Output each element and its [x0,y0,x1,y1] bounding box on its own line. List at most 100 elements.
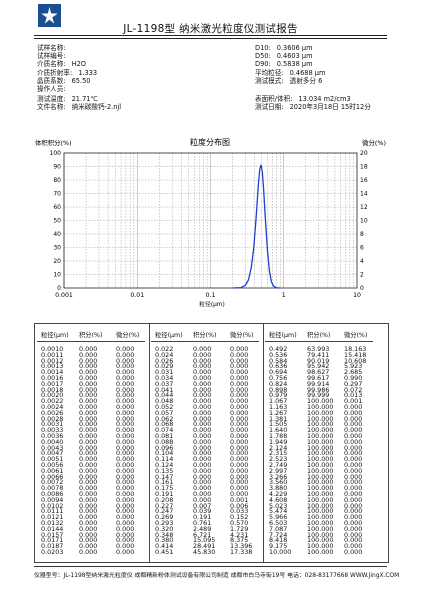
table-cell: 0.000 [79,524,98,533]
table-cell: 0.000 [230,426,249,435]
table-cell: 0.052 [155,402,174,411]
table-cell: 4.229 [269,489,288,498]
table-cell: 0.348 [155,530,174,539]
y-left-tick-label: 10 [53,272,61,279]
table-cell: 99.999 [307,391,330,400]
y-right-tick-label: 20 [360,150,368,157]
info-right-row [255,85,371,93]
table-cell: 0.191 [193,513,212,522]
info-right-label: D50: [255,52,271,61]
table-cell: 0.000 [193,460,212,469]
table-cell: 63.993 [307,345,330,353]
table-cell: 0.000 [79,501,98,510]
table-header-cell: 微分(%) [230,332,254,339]
table-cell: 0.000 [193,350,212,359]
table-cell: 2.523 [269,455,288,464]
table-cell: 0.0014 [41,368,64,377]
table-cell: 0.000 [116,466,135,475]
table-cell: 100.000 [307,460,334,469]
y-left-tick-label: 80 [53,177,61,184]
table-cell: 0.0031 [41,420,64,429]
x-tick-label: 0.1 [206,292,216,299]
table-cell: 0.000 [230,408,249,417]
table-cell: 0.000 [344,437,363,446]
table-cell: 0.000 [193,397,212,406]
table-cell: 0.000 [116,443,135,452]
table-cell: 0.000 [230,362,249,371]
table-cell: 0.000 [230,373,249,382]
info-right-value: 0.4688 µm [289,68,326,77]
table-cell: 0.000 [193,379,212,388]
table-cell: 99.914 [307,379,330,388]
table-cell: 0.000 [116,530,135,539]
table-cell: 15.095 [193,536,216,545]
table-cell: 0.000 [116,460,135,469]
table-header-cell: 粒径(µm) [269,332,297,339]
table-cell: 8.375 [230,536,249,545]
table-cell: 0.000 [79,431,98,440]
table-cell: 100.000 [307,536,334,545]
table-cell: 0.000 [230,478,249,487]
table-cell: 15.418 [344,350,367,359]
info-left-value: H2O [71,60,86,69]
table-cell: 0.000 [230,489,249,498]
table-cell: 4.608 [269,495,288,504]
table-cell: 0.000 [116,345,135,353]
info-right-row: 测试日期: 2020年3月18日 15时12分 [255,103,371,111]
info-left-row: 介质折射率: 1.333 [37,69,121,77]
table-cell: 0.000 [79,484,98,493]
y-left-tick-label: 0 [57,285,61,292]
table-cell: 0.000 [79,368,98,377]
table-cell: 0.000 [116,350,135,359]
info-right-label: D10: [255,44,271,52]
info-right-row: D90: 0.5838 µm [255,60,371,68]
table-cell: 0.0012 [41,356,64,365]
y-right-tick-label: 8 [360,231,364,238]
table-cell: 0.000 [344,524,363,533]
table-cell: 0.000 [116,507,135,516]
table-cell: 0.096 [155,443,174,452]
table-cell: 6.503 [269,518,288,527]
table-cell: 0.024 [155,350,174,359]
table-cell: 100.000 [307,420,334,429]
info-left-label: 介质折射率: [37,68,73,77]
table-cell: 0.584 [269,356,288,365]
table-cell: 0.0013 [41,362,64,371]
table-cell: 0.000 [193,345,212,353]
company-logo-icon [38,4,61,27]
info-left-row: 试样名称: [37,44,121,52]
table-cell: 0.000 [344,420,363,429]
chart-title: 粒度分布图 [190,137,230,147]
table-cell: 0.0056 [41,460,64,469]
info-right-value: 0.3606 µm [276,44,313,52]
table-cell: 0.135 [155,466,174,475]
info-right-value: 0.5838 µm [276,60,313,69]
info-left-value: 纳米碳酸钙-2.njl [71,103,122,112]
table-cell: 0.000 [79,402,98,411]
table-header-cell: 微分(%) [344,332,368,339]
table-cell: 7.724 [269,530,288,539]
table-cell: 0.0017 [41,379,64,388]
table-cell: 4.231 [230,530,249,539]
table-cell: 0.000 [79,507,98,516]
table-cell: 0.000 [193,402,212,411]
table-cell: 100.000 [307,449,334,458]
table-cell: 0.000 [230,466,249,475]
table-cell: 0.000 [116,431,135,440]
table-cell: 1.640 [269,426,288,435]
table-cell: 0.0144 [41,524,64,533]
info-left-label: 试样名称: [37,44,66,52]
table-cell: 10.608 [344,356,367,365]
table-cell: 0.114 [155,455,174,464]
table-cell: 0.000 [116,518,135,527]
x-tick-label: 0.001 [55,292,73,299]
table-cell: 100.000 [307,437,334,446]
footer-text: 仪器型号：JL-1198型纳米激光粒度仪 成都精新粉体测试设备有限公司制造 成都… [34,573,400,579]
table-cell: 0.147 [155,472,174,481]
table-cell: 0.000 [344,431,363,440]
chart-left-axis-title: 体积积分(%) [35,138,72,147]
table-cell: 2.997 [269,466,288,475]
table-cell: 0.000 [79,489,98,498]
table-cell: 0.0024 [41,402,64,411]
table-cell: 0.000 [79,466,98,475]
